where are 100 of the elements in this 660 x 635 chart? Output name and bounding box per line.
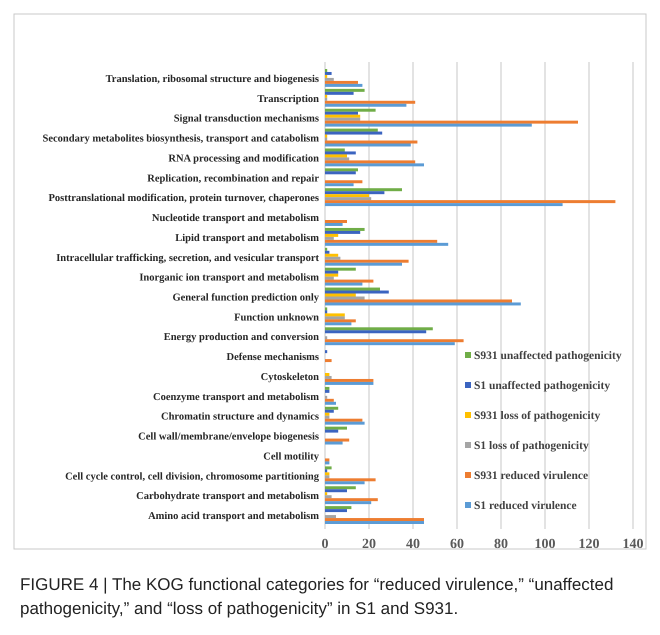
bar bbox=[325, 144, 411, 146]
bar bbox=[325, 501, 372, 504]
bar bbox=[325, 378, 374, 382]
bar bbox=[325, 140, 418, 144]
bar bbox=[325, 509, 347, 512]
y-tick-label: Lipid transport and metabolism bbox=[175, 232, 320, 244]
bar bbox=[325, 171, 356, 174]
caption: FIGURE 4 | The KOG functional categories for “reduced virulence,” “unaffected pathogenicity,” and “loss of pathogenicity” in S1 and S931. bbox=[20, 575, 614, 618]
bar bbox=[325, 302, 521, 306]
legend-label: S1 loss of pathogenicity bbox=[474, 440, 589, 452]
bar bbox=[325, 203, 563, 206]
bar bbox=[325, 416, 330, 419]
y-tick-label: Transcription bbox=[257, 94, 320, 105]
y-tick-label: Chromatin structure and dynamics bbox=[161, 412, 319, 423]
bar bbox=[325, 78, 334, 81]
bar bbox=[325, 220, 347, 223]
y-tick-label: Energy production and conversion bbox=[164, 332, 320, 344]
y-tick-label: Signal transduction mechanisms bbox=[174, 114, 319, 125]
legend-label: S1 unaffected pathogenicity bbox=[474, 380, 610, 392]
y-tick-label: Translation, ribosomal structure and biogenesis bbox=[106, 74, 319, 85]
bar bbox=[325, 276, 334, 280]
bar bbox=[325, 386, 330, 390]
bar bbox=[325, 438, 350, 442]
x-tick-label: 100 bbox=[534, 537, 556, 552]
y-tick-label: Cytoskeleton bbox=[260, 372, 320, 383]
bar bbox=[325, 319, 356, 322]
y-tick-label: Coenzyme transport and metabolism bbox=[153, 392, 320, 403]
y-tick-label: Intracellular trafficking, secretion, and vesicular transport bbox=[56, 252, 320, 264]
legend-label: S1 reduced virulence bbox=[474, 500, 577, 512]
bar bbox=[325, 72, 332, 75]
bar bbox=[325, 92, 354, 95]
y-tick-label: Inorganic ion transport and metabolism bbox=[139, 272, 320, 284]
bar bbox=[325, 430, 338, 433]
bar bbox=[325, 461, 330, 464]
bar bbox=[325, 398, 334, 402]
bar bbox=[325, 402, 336, 405]
y-tick-label: Carbohydrate transport and metabolism bbox=[136, 491, 320, 502]
bar bbox=[325, 118, 360, 121]
bar bbox=[325, 234, 338, 237]
y-tick-label: Cell cycle control, cell division, chromosome partitioning bbox=[65, 471, 320, 482]
bar bbox=[325, 466, 332, 470]
bar bbox=[325, 313, 345, 316]
bar bbox=[325, 250, 330, 254]
bar bbox=[325, 418, 362, 422]
bar bbox=[325, 327, 433, 330]
y-tick-label: Cell motility bbox=[263, 451, 320, 462]
x-tick-label: 140 bbox=[622, 537, 644, 552]
bar bbox=[325, 506, 352, 510]
bar bbox=[325, 475, 330, 478]
x-tick-label: 120 bbox=[578, 537, 600, 552]
bar bbox=[325, 342, 455, 346]
x-tick-label: 80 bbox=[494, 537, 508, 552]
bar bbox=[325, 515, 336, 518]
bar bbox=[325, 359, 332, 362]
y-tick-label: Nucleotide transport and metabolism bbox=[152, 213, 320, 224]
bar bbox=[325, 132, 382, 135]
y-tick-label: Posttranslational modification, protein turnover, chaperones bbox=[48, 193, 319, 204]
bar bbox=[325, 382, 374, 385]
bar bbox=[325, 148, 345, 152]
bar bbox=[325, 108, 376, 112]
bar bbox=[325, 200, 616, 204]
bar bbox=[325, 80, 358, 84]
y-tick-label: General function prediction only bbox=[172, 292, 320, 304]
bar bbox=[325, 128, 378, 132]
bar bbox=[325, 191, 384, 194]
bar bbox=[325, 330, 426, 334]
x-tick-label: 60 bbox=[450, 537, 464, 552]
bar bbox=[325, 373, 330, 376]
bar bbox=[325, 222, 343, 226]
bar bbox=[325, 124, 532, 127]
y-tick-label: Function unknown bbox=[234, 312, 320, 324]
bar bbox=[325, 280, 374, 283]
legend-label: S931 reduced virulence bbox=[474, 470, 588, 482]
legend-label: S931 unaffected pathogenicity bbox=[474, 350, 622, 362]
bar bbox=[325, 290, 389, 294]
bar bbox=[325, 390, 330, 393]
bar bbox=[325, 296, 365, 300]
bar bbox=[325, 282, 362, 286]
bar bbox=[325, 230, 360, 234]
bar bbox=[325, 168, 358, 172]
y-tick-label: Defense mechanisms bbox=[226, 352, 319, 364]
bar bbox=[325, 194, 369, 198]
y-tick-label: Replication, recombination and repair bbox=[147, 173, 320, 184]
bar bbox=[325, 228, 365, 231]
bar bbox=[325, 240, 438, 243]
bar bbox=[325, 254, 338, 257]
bar bbox=[325, 294, 356, 296]
bar bbox=[325, 197, 372, 200]
bar bbox=[325, 84, 362, 87]
bar bbox=[325, 498, 378, 502]
bar bbox=[325, 114, 360, 118]
bar bbox=[325, 100, 416, 104]
bar bbox=[325, 458, 330, 462]
bar bbox=[325, 299, 512, 302]
bar bbox=[325, 274, 338, 277]
bar bbox=[325, 521, 424, 524]
legend-label: S931 loss of pathogenicity bbox=[474, 410, 600, 422]
bar bbox=[325, 270, 338, 274]
bar bbox=[325, 183, 354, 186]
bar bbox=[325, 120, 578, 124]
